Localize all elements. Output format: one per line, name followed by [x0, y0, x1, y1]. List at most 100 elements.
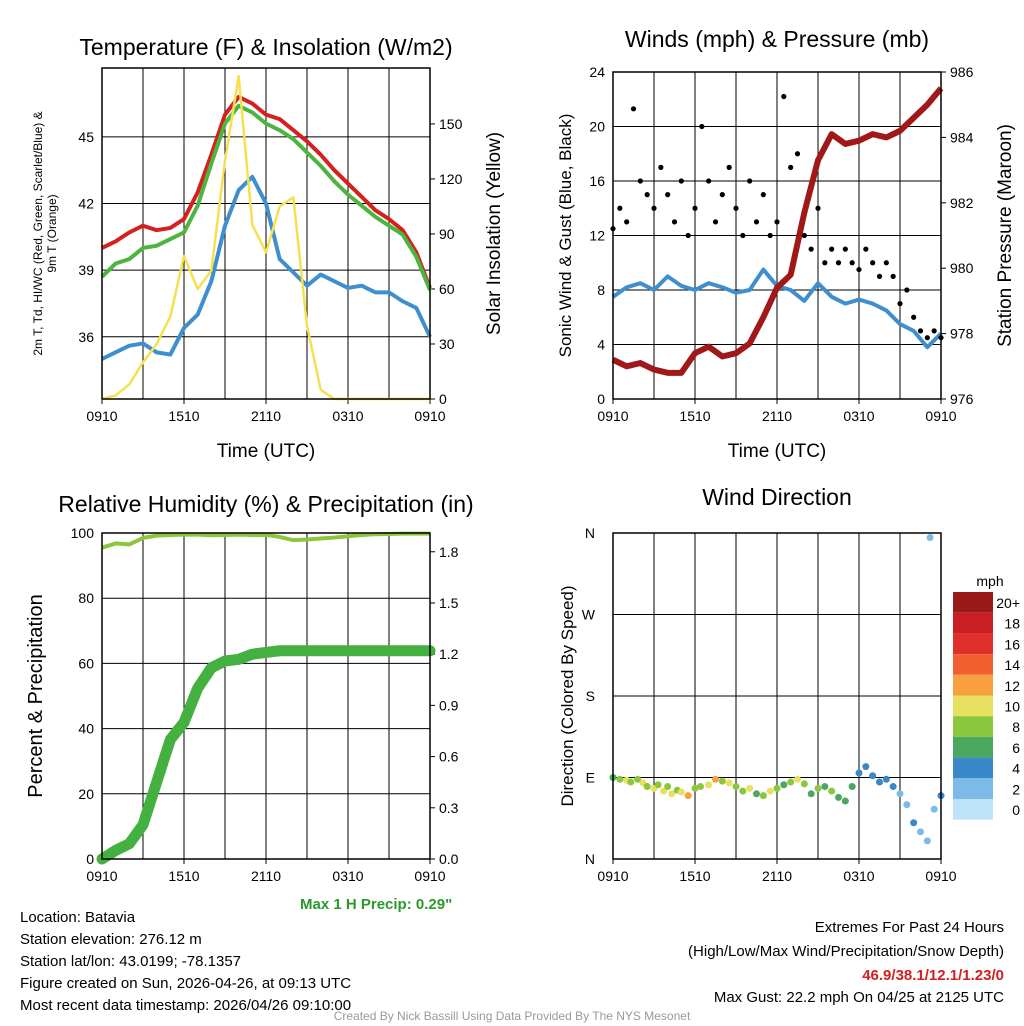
gust-point	[924, 335, 930, 341]
direction-point	[903, 801, 911, 809]
gust-point	[706, 178, 712, 184]
direction-point	[634, 775, 642, 783]
y-right-tick-label: 980	[950, 260, 974, 276]
x-tick-label: 2110	[251, 408, 281, 424]
direction-point	[787, 778, 795, 786]
y-axis-label: Direction (Colored By Speed)	[558, 585, 577, 806]
direction-point	[705, 781, 713, 789]
x-tick-label: 1510	[679, 408, 710, 424]
legend-label: 6	[1012, 740, 1020, 756]
direction-point	[917, 828, 924, 836]
y-right-tick-label: 150	[439, 116, 463, 132]
gust-point	[774, 219, 780, 225]
series-line-wc	[100, 103, 432, 291]
y-right-axis-label: Solar Insolation (Yellow)	[484, 132, 505, 335]
direction-point	[696, 783, 704, 791]
gust-point	[719, 192, 725, 198]
gust-point	[781, 93, 787, 100]
gust-point	[870, 260, 876, 266]
legend-label: 20+	[996, 595, 1020, 611]
y-tick-label: N	[585, 851, 595, 867]
plot-frame	[101, 67, 431, 400]
extremes-values: 46.9/38.1/12.1/1.23/0	[862, 967, 1004, 984]
elevation-label: Station elevation: 276.12 m	[20, 931, 202, 948]
y-tick-label: 16	[589, 173, 605, 189]
gust-point	[733, 205, 739, 211]
x-tick-label: 0910	[925, 408, 956, 424]
y-right-tick-label: 1.2	[439, 646, 459, 662]
direction-point	[828, 787, 836, 795]
gust-point	[849, 260, 855, 266]
extremes-subtitle: (High/Low/Max Wind/Precipitation/Snow De…	[688, 943, 1004, 960]
y-tick-label: 42	[78, 196, 94, 212]
direction-point	[855, 769, 863, 777]
max-gust-label: Max Gust: 22.2 mph On 04/25 at 2125 UTC	[713, 989, 1004, 1006]
y-tick-label: 60	[78, 655, 94, 671]
direction-point	[773, 784, 781, 792]
x-tick-label: 1510	[168, 868, 199, 884]
gust-point	[685, 232, 691, 239]
direction-point	[923, 837, 931, 845]
legend-label: 14	[1004, 657, 1020, 673]
legend-swatch	[953, 592, 993, 613]
gust-point	[876, 273, 883, 279]
extremes-title: Extremes For Past 24 Hours	[814, 919, 1004, 936]
gust-point	[822, 260, 828, 266]
direction-point	[660, 787, 668, 795]
gust-point	[808, 246, 814, 252]
direction-point	[677, 788, 685, 796]
gust-point	[904, 287, 910, 293]
x-tick-label: 1510	[679, 868, 710, 884]
direction-point	[691, 784, 699, 792]
direction-point	[654, 781, 662, 789]
direction-point	[807, 790, 815, 798]
direction-point	[814, 784, 822, 792]
y-tick-label: 100	[71, 525, 95, 541]
direction-point	[616, 775, 624, 783]
series-line-td	[101, 174, 432, 361]
y-right-tick-label: 0.0	[439, 851, 459, 867]
x-tick-label: 0310	[843, 868, 874, 884]
direction-point	[869, 772, 877, 780]
legend-title: mph	[976, 573, 1003, 589]
x-tick-label: 0910	[597, 868, 628, 884]
direction-point	[821, 783, 829, 791]
legend-swatch	[953, 799, 993, 820]
legend-swatch	[953, 695, 993, 717]
series-line-2m-t	[101, 94, 432, 289]
x-tick-label: 0910	[414, 868, 445, 884]
recent-timestamp-label: Most recent data timestamp: 2026/04/26 0…	[20, 997, 352, 1014]
gust-point	[856, 266, 862, 273]
legend-label: 10	[1004, 699, 1020, 715]
gust-point	[692, 205, 698, 211]
y-right-tick-label: 978	[950, 326, 974, 342]
x-tick-label: 1510	[168, 408, 199, 424]
legend-label: 16	[1004, 636, 1020, 652]
y-right-tick-label: 976	[950, 391, 974, 407]
y-right-tick-label: 120	[439, 171, 463, 187]
direction-point	[753, 790, 760, 798]
direction-point	[668, 790, 676, 798]
y-right-tick-label: 984	[950, 129, 974, 145]
gust-point	[753, 219, 760, 225]
y-tick-label: N	[585, 525, 595, 541]
x-tick-label: 2110	[762, 868, 792, 884]
gust-point	[699, 123, 705, 130]
plot-frame	[101, 532, 431, 860]
series-line-precipitation	[96, 645, 436, 865]
y-tick-label: 45	[78, 129, 94, 145]
x-tick-label: 0310	[843, 408, 874, 424]
gust-point	[835, 260, 842, 266]
direction-point	[739, 787, 747, 795]
gust-point	[815, 205, 821, 211]
chart-title: Relative Humidity (%) & Precipitation (i…	[58, 491, 473, 517]
y-tick-label: 0	[597, 391, 605, 407]
legend-label: 4	[1012, 761, 1020, 777]
gust-point	[671, 219, 678, 225]
y-axis-label: 2m T, Td, HI/WC (Red, Green, Scarlet/Blu…	[31, 111, 45, 355]
gust-point	[788, 164, 794, 170]
x-tick-label: 0910	[597, 408, 628, 424]
direction-point	[930, 805, 938, 813]
gust-point	[767, 232, 773, 239]
